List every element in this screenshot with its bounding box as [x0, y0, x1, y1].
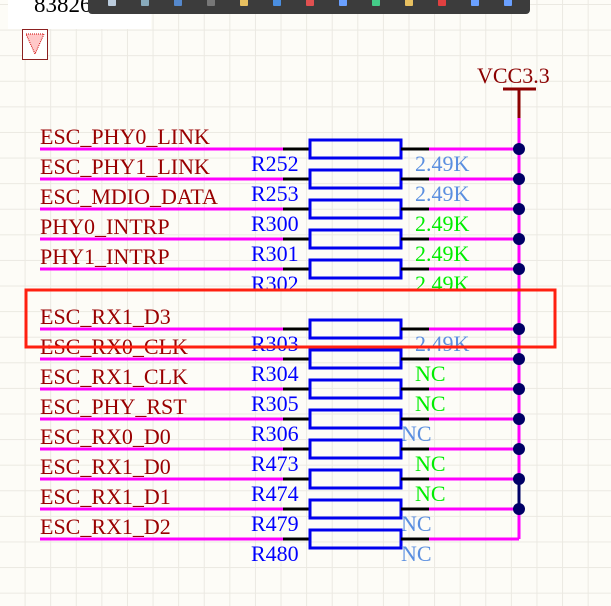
value-label[interactable]: NC — [401, 511, 432, 536]
designator-label[interactable]: R480 — [251, 541, 299, 566]
value-label[interactable]: NC — [415, 361, 446, 386]
resistor-body[interactable] — [308, 498, 403, 520]
resistor-row: ESC_RX0_D0 R473 NC — [40, 424, 519, 476]
arc-icon[interactable] — [504, 0, 512, 6]
power-port-label: VCC3.3 — [477, 63, 550, 88]
resistor-row: ESC_RX1_D1 R479 NC — [40, 484, 519, 536]
resistor-row: ESC_RX1_CLK R305 NC — [40, 364, 519, 416]
resistor-body[interactable] — [308, 198, 403, 220]
resistor-body[interactable] — [308, 228, 403, 250]
designator-label[interactable]: R300 — [251, 211, 299, 236]
junction-dot — [513, 473, 525, 485]
no-erc-icon[interactable] — [438, 0, 446, 6]
bus-tool-icon[interactable] — [141, 0, 149, 6]
value-label[interactable]: 2.49K — [415, 331, 470, 356]
net-label[interactable]: PHY1_INTRP — [40, 244, 170, 269]
resistor-body[interactable] — [308, 438, 403, 460]
junction-dot — [513, 323, 525, 335]
resistor-row: ESC_PHY0_LINK R252 2.49K — [40, 124, 519, 176]
designator-label[interactable]: R304 — [251, 361, 299, 386]
net-label[interactable]: ESC_RX1_CLK — [40, 364, 188, 389]
net-label[interactable]: ESC_PHY0_LINK — [40, 124, 210, 149]
resistor-body[interactable] — [308, 468, 403, 490]
resistor-body[interactable] — [308, 318, 403, 340]
junction-dot — [513, 413, 525, 425]
sheet-symbol-icon[interactable] — [372, 0, 380, 6]
resistor-body[interactable] — [308, 408, 403, 430]
resistor-row: ESC_RX1_D0 R474 NC — [40, 454, 519, 506]
value-label[interactable]: NC — [415, 481, 446, 506]
junction-dot — [513, 203, 525, 215]
rectangle-tool-icon[interactable] — [174, 0, 182, 6]
junction-dot — [513, 263, 525, 275]
drawing-toolbar — [88, 0, 530, 14]
value-label[interactable]: 2.49K — [415, 271, 470, 296]
net-label[interactable]: ESC_MDIO_DATA — [40, 184, 218, 209]
designator-label[interactable]: R253 — [251, 181, 299, 206]
resistor-body[interactable] — [308, 378, 403, 400]
value-label[interactable]: 2.49K — [415, 181, 470, 206]
junction-dot — [513, 353, 525, 365]
resistor-row: PHY0_INTRP R301 2.49K — [40, 214, 519, 266]
note-icon[interactable] — [405, 0, 413, 6]
port-icon[interactable] — [339, 0, 347, 6]
net-label[interactable]: ESC_PHY_RST — [40, 394, 187, 419]
resistor-body[interactable] — [308, 168, 403, 190]
junction-dot — [513, 443, 525, 455]
net-label[interactable]: ESC_RX1_D0 — [40, 454, 171, 479]
resistor-body[interactable] — [308, 138, 403, 160]
designator-label[interactable]: R473 — [251, 451, 299, 476]
net-label[interactable]: ESC_RX1_D3 — [40, 304, 171, 329]
junction-dot — [513, 173, 525, 185]
net-label[interactable]: ESC_RX1_D1 — [40, 484, 171, 509]
resistor-row: PHY1_INTRP R302 2.49K — [40, 244, 519, 296]
part-icon[interactable] — [240, 0, 248, 6]
junction-dot — [513, 383, 525, 395]
designator-label[interactable]: R301 — [251, 241, 299, 266]
junction-dot — [513, 143, 525, 155]
resistor-row: ESC_MDIO_DATA R300 2.49K — [40, 184, 519, 236]
value-label[interactable]: 2.49K — [415, 151, 470, 176]
triangle-down-icon — [25, 33, 45, 56]
designator-label[interactable]: R252 — [251, 151, 299, 176]
net-label[interactable]: ESC_PHY1_LINK — [40, 154, 210, 179]
resistor-row: ESC_RX1_D3 R303 2.49K — [40, 304, 519, 356]
resistor-row: ESC_PHY1_LINK R253 2.49K — [40, 154, 519, 206]
value-label[interactable]: 2.49K — [415, 241, 470, 266]
net-label[interactable]: ESC_RX1_D2 — [40, 514, 171, 539]
designator-label[interactable]: R306 — [251, 421, 299, 446]
value-label[interactable]: NC — [415, 391, 446, 416]
ground-icon[interactable] — [306, 0, 314, 6]
junction-dot — [513, 503, 525, 515]
junction-dot — [513, 233, 525, 245]
resistor-body[interactable] — [308, 258, 403, 280]
designator-label[interactable]: R303 — [251, 331, 299, 356]
wire-tool-icon[interactable] — [108, 0, 116, 6]
resistor-body[interactable] — [308, 348, 403, 370]
text-icon[interactable] — [471, 0, 479, 6]
net-label[interactable]: ESC_RX0_D0 — [40, 424, 171, 449]
designator-label[interactable]: R302 — [251, 271, 299, 296]
designator-label[interactable]: R474 — [251, 481, 299, 506]
value-label[interactable]: NC — [415, 451, 446, 476]
align-icon[interactable] — [207, 0, 215, 6]
value-label[interactable]: 2.49K — [415, 211, 470, 236]
net-label[interactable]: PHY0_INTRP — [40, 214, 170, 239]
value-label[interactable]: NC — [401, 541, 432, 566]
resistor-row: ESC_RX1_D2 R480 NC — [40, 514, 519, 566]
port-marker[interactable] — [22, 29, 48, 60]
resistor-row: ESC_PHY_RST R306 NC — [40, 394, 519, 446]
designator-label[interactable]: R479 — [251, 511, 299, 536]
net-icon[interactable] — [273, 0, 281, 6]
highlight-box — [24, 288, 557, 349]
designator-label[interactable]: R305 — [251, 391, 299, 416]
value-label[interactable]: NC — [401, 421, 432, 446]
resistor-body[interactable] — [308, 528, 403, 550]
